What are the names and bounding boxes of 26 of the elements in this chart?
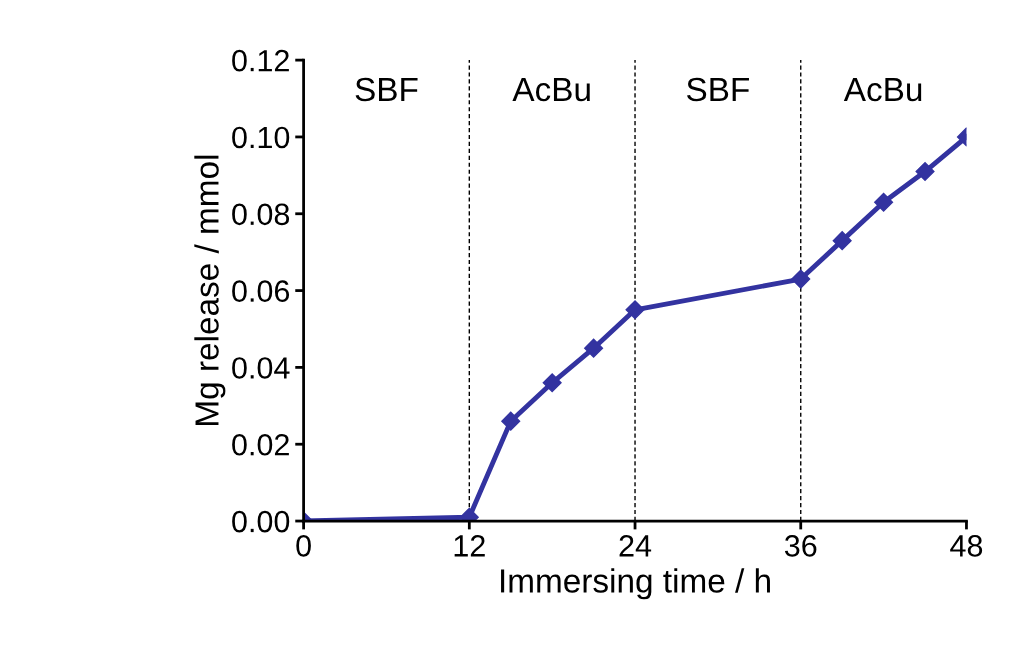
- point: [584, 338, 604, 358]
- point: [625, 300, 645, 320]
- y-tick-label: 0.10: [232, 126, 290, 149]
- point: [791, 269, 811, 289]
- y-axis-title: Mg release / mmol: [194, 155, 226, 425]
- point: [874, 192, 894, 212]
- point: [542, 373, 562, 393]
- y-tick-label: 0.00: [232, 510, 290, 533]
- point: [832, 231, 852, 251]
- x-axis-title: Immersing time / h: [501, 568, 770, 600]
- x-tick-label: 36: [784, 535, 817, 557]
- y-tick-label: 0.02: [232, 433, 289, 456]
- y-tick-label: 0.08: [232, 203, 290, 226]
- point: [915, 161, 935, 182]
- annotation: SBF: [686, 77, 749, 102]
- y-tick-label: 0.12: [232, 49, 289, 72]
- y-tick-label: 0.06: [232, 280, 290, 302]
- y-tick-label: 0.04: [232, 357, 290, 379]
- x-tick-label: 0: [296, 535, 311, 557]
- annotation: AcBu: [512, 78, 590, 102]
- annotation: AcBu: [843, 78, 922, 102]
- x-tick-label: 48: [950, 535, 983, 557]
- x-tick-label: 12: [454, 535, 485, 557]
- x-tick-label: 24: [619, 535, 652, 557]
- point: [501, 411, 521, 431]
- annotation: SBF: [355, 77, 418, 102]
